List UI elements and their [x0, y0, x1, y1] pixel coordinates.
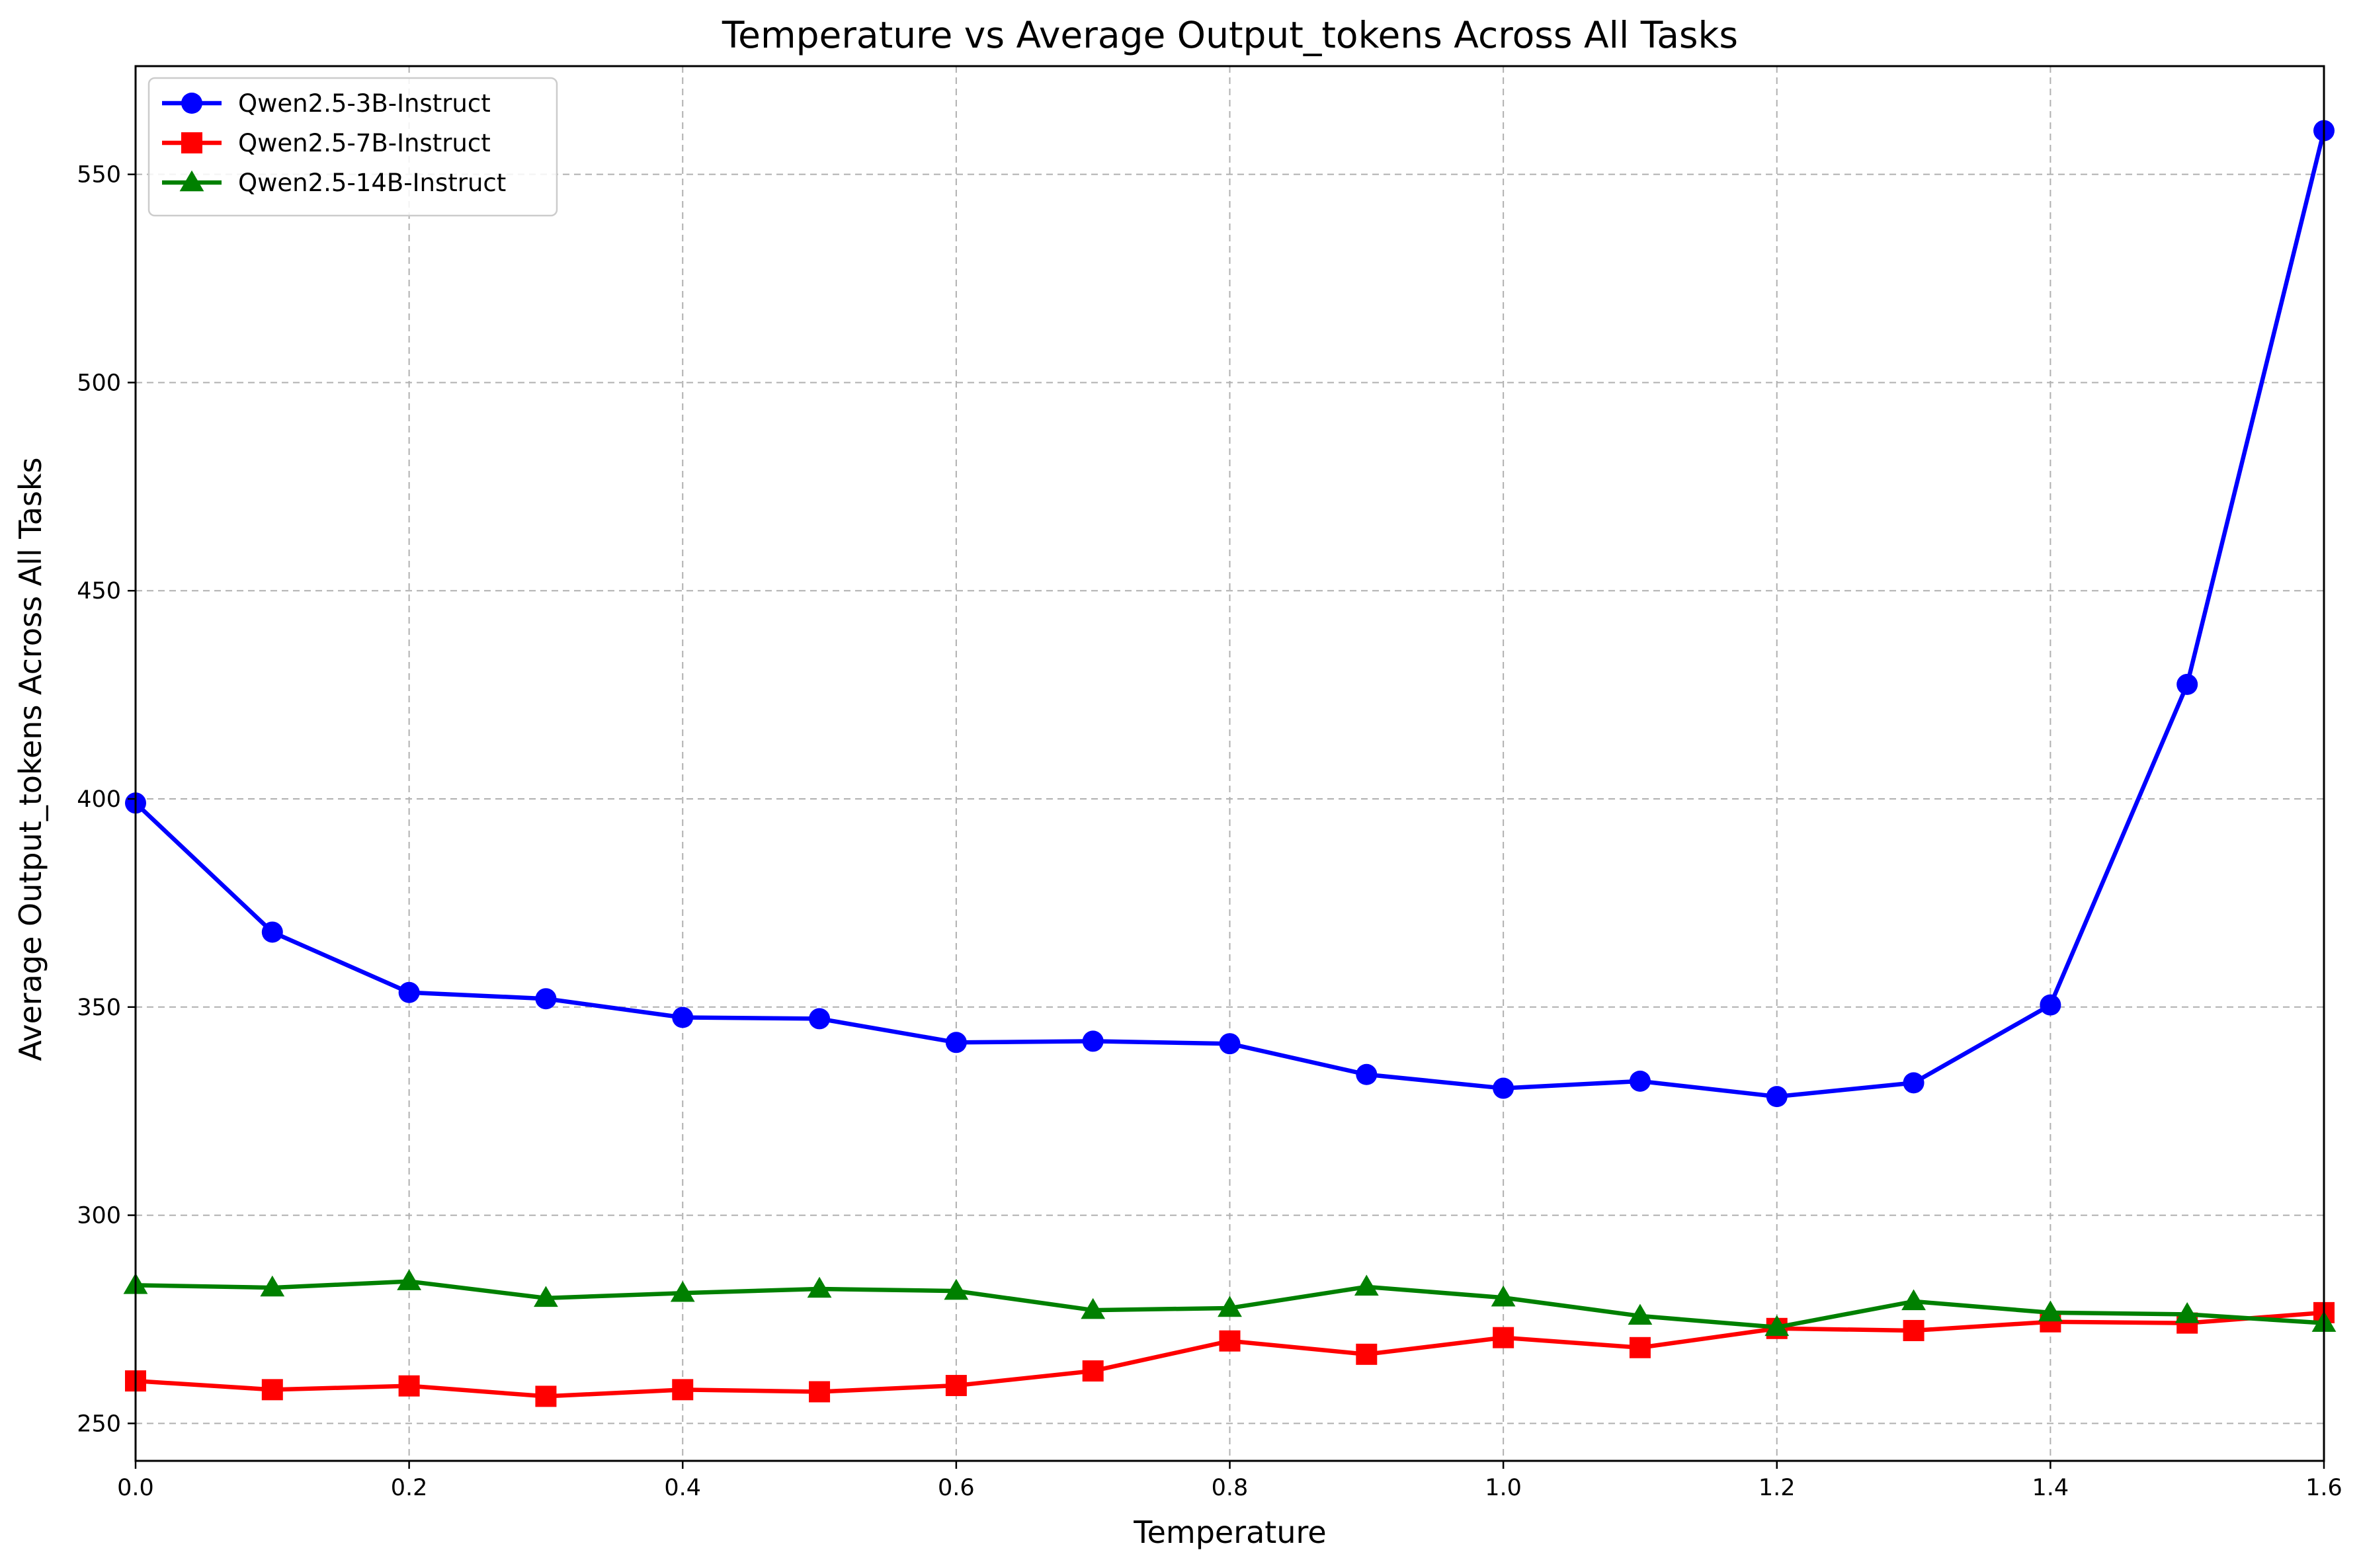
data-point-qwen2-5-14b-instruct: [260, 1275, 285, 1297]
data-point-qwen2-5-7b-instruct: [809, 1381, 831, 1403]
legend-marker: [181, 132, 202, 153]
data-point-qwen2-5-14b-instruct: [807, 1276, 832, 1298]
legend-label: Qwen2.5-3B-Instruct: [238, 89, 491, 118]
x-tick-label: 0.2: [391, 1475, 428, 1501]
data-point-qwen2-5-7b-instruct: [535, 1385, 557, 1407]
chart-title: Temperature vs Average Output_tokens Acr…: [722, 14, 1738, 56]
data-point-qwen2-5-3b-instruct: [1493, 1077, 1514, 1099]
y-tick-label: 400: [77, 786, 121, 813]
data-point-qwen2-5-14b-instruct: [534, 1286, 558, 1307]
data-point-qwen2-5-3b-instruct: [1903, 1072, 1925, 1094]
legend-label: Qwen2.5-7B-Instruct: [238, 129, 491, 157]
data-point-qwen2-5-3b-instruct: [535, 988, 557, 1010]
x-tick-label: 0.6: [938, 1475, 975, 1501]
series-qwen2-5-14b-instruct: [123, 1269, 2337, 1337]
x-tick-label: 0.0: [117, 1475, 154, 1501]
data-point-qwen2-5-14b-instruct: [1491, 1285, 1516, 1307]
data-point-qwen2-5-3b-instruct: [672, 1007, 694, 1028]
data-point-qwen2-5-14b-instruct: [1218, 1296, 1242, 1317]
legend-label: Qwen2.5-14B-Instruct: [238, 169, 506, 197]
x-tick-label: 0.4: [664, 1475, 701, 1501]
y-tick-label: 550: [77, 162, 121, 188]
series-qwen2-5-3b-instruct: [125, 120, 2335, 1108]
data-point-qwen2-5-7b-instruct: [1493, 1327, 1514, 1348]
y-axis-label: Average Output_tokens Across All Tasks: [13, 458, 48, 1061]
data-point-qwen2-5-7b-instruct: [945, 1375, 967, 1397]
y-tick-label: 500: [77, 370, 121, 396]
y-tick-label: 300: [77, 1203, 121, 1229]
data-point-qwen2-5-3b-instruct: [1356, 1063, 1378, 1085]
legend-marker: [181, 93, 202, 114]
x-tick-label: 0.8: [1212, 1475, 1249, 1501]
y-tick-label: 250: [77, 1411, 121, 1437]
data-point-qwen2-5-7b-instruct: [1219, 1330, 1241, 1352]
data-point-qwen2-5-14b-instruct: [2038, 1300, 2063, 1322]
x-tick-label: 1.4: [2032, 1475, 2069, 1501]
data-point-qwen2-5-14b-instruct: [1901, 1289, 1926, 1311]
x-tick-label: 1.0: [1485, 1475, 1522, 1501]
data-point-qwen2-5-7b-instruct: [672, 1379, 694, 1401]
data-point-qwen2-5-3b-instruct: [1766, 1086, 1788, 1108]
data-point-qwen2-5-3b-instruct: [1082, 1030, 1104, 1052]
data-point-qwen2-5-14b-instruct: [944, 1278, 969, 1300]
data-point-qwen2-5-3b-instruct: [398, 981, 420, 1003]
legend-box: [147, 77, 558, 217]
data-point-qwen2-5-14b-instruct: [670, 1280, 695, 1302]
data-point-qwen2-5-14b-instruct: [1354, 1274, 1379, 1296]
data-point-qwen2-5-14b-instruct: [1764, 1315, 1790, 1337]
data-point-qwen2-5-7b-instruct: [398, 1375, 420, 1397]
y-tick-label: 350: [77, 995, 121, 1021]
axis-ticks: 0.0 0.2 0.4 0.6 0.8 1.0 1.2 1.4 1.6 250 300 350 400 4…: [77, 162, 2342, 1501]
data-point-qwen2-5-7b-instruct: [1356, 1343, 1378, 1365]
data-point-qwen2-5-3b-instruct: [2176, 673, 2198, 695]
data-point-qwen2-5-7b-instruct: [1629, 1337, 1651, 1358]
data-point-qwen2-5-3b-instruct: [809, 1008, 831, 1030]
data-point-qwen2-5-14b-instruct: [2175, 1301, 2200, 1323]
series-lines: [123, 120, 2337, 1407]
data-point-qwen2-5-14b-instruct: [1081, 1298, 1106, 1319]
data-point-qwen2-5-14b-instruct: [397, 1269, 422, 1290]
data-point-qwen2-5-3b-instruct: [1629, 1070, 1651, 1092]
legend: Qwen2.5-3B-Instruct Qwen2.5-7B-Instruct Qw…: [147, 77, 558, 217]
x-tick-label: 1.6: [2305, 1475, 2342, 1501]
data-point-qwen2-5-7b-instruct: [261, 1379, 283, 1401]
data-point-qwen2-5-7b-instruct: [1903, 1319, 1925, 1341]
data-point-qwen2-5-7b-instruct: [1082, 1360, 1104, 1382]
data-point-qwen2-5-3b-instruct: [261, 921, 283, 943]
x-tick-label: 1.2: [1759, 1475, 1796, 1501]
data-point-qwen2-5-3b-instruct: [2040, 994, 2061, 1016]
y-tick-label: 450: [77, 578, 121, 604]
legend-marker: [179, 170, 204, 192]
data-point-qwen2-5-3b-instruct: [1219, 1033, 1241, 1055]
data-point-qwen2-5-14b-instruct: [1628, 1303, 1653, 1325]
x-axis-label: Temperature: [1133, 1514, 1326, 1550]
data-point-qwen2-5-3b-instruct: [945, 1032, 967, 1053]
